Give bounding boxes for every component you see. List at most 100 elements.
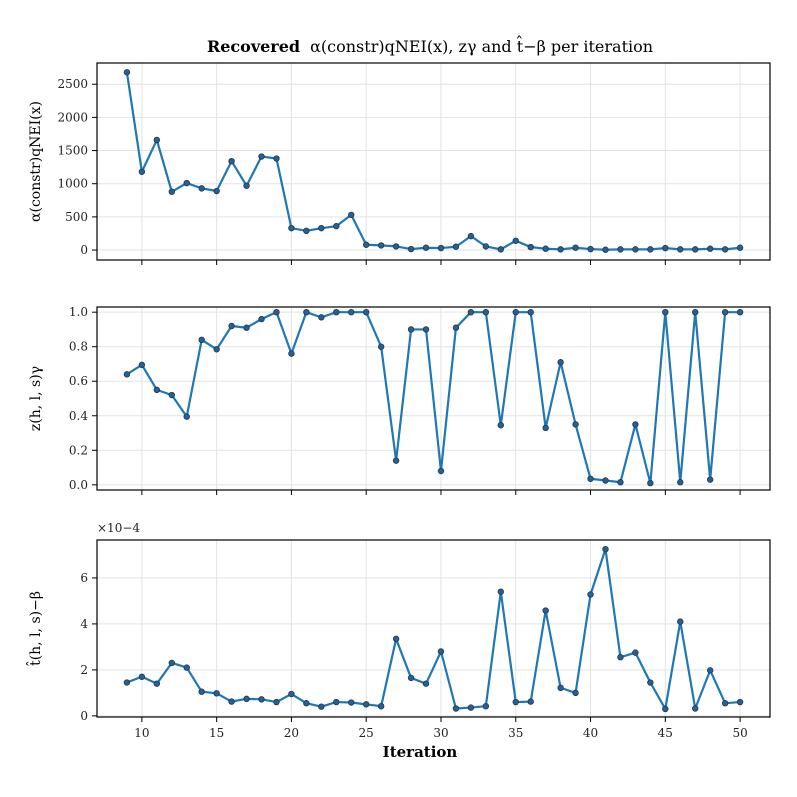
- y-axis-label: α(constr)qNEI(x): [28, 101, 44, 222]
- y-tick-label: 0: [80, 243, 88, 257]
- data-point: [617, 246, 624, 253]
- data-point: [692, 308, 699, 316]
- data-point: [333, 222, 340, 230]
- data-point: [437, 648, 445, 655]
- data-point: [587, 475, 594, 482]
- data-point: [123, 679, 131, 686]
- data-point: [258, 315, 265, 323]
- data-point: [318, 703, 325, 710]
- data-point: [333, 698, 340, 706]
- x-axis-label: Iteration: [383, 743, 458, 761]
- y-scale-label: ×10−4: [97, 521, 140, 535]
- data-point: [228, 157, 235, 165]
- data-point: [587, 245, 594, 253]
- x-tick-label: 25: [359, 726, 374, 740]
- y-tick-label: 2500: [57, 77, 88, 91]
- data-point: [617, 479, 624, 486]
- y-tick-label: 0.4: [69, 409, 88, 423]
- data-point: [617, 654, 624, 661]
- data-point: [557, 246, 564, 253]
- data-point: [692, 705, 699, 712]
- data-point: [377, 343, 385, 350]
- data-point: [527, 243, 534, 251]
- data-point: [228, 698, 235, 705]
- y-axis-label: z(h, l, s)γ: [28, 366, 44, 431]
- data-point: [467, 232, 475, 240]
- data-point: [736, 308, 744, 316]
- data-point: [422, 680, 430, 687]
- data-point: [168, 659, 175, 667]
- data-point: [677, 246, 684, 253]
- y-tick-label: 2: [80, 663, 88, 677]
- data-point: [138, 361, 146, 369]
- y-tick-label: 2000: [57, 110, 88, 124]
- data-point: [228, 322, 235, 330]
- data-point: [377, 702, 385, 710]
- series-line: [125, 72, 741, 251]
- data-point: [437, 467, 445, 475]
- data-point: [288, 690, 295, 698]
- data-point: [183, 664, 190, 671]
- data-point: [647, 679, 654, 686]
- data-point: [303, 700, 310, 707]
- y-tick-label: 0.6: [69, 374, 88, 388]
- data-point: [407, 326, 415, 333]
- data-point: [198, 185, 205, 192]
- y-tick-label: 0.8: [69, 340, 88, 354]
- data-point: [736, 698, 744, 706]
- data-point: [557, 359, 564, 366]
- data-point: [527, 698, 534, 705]
- x-tick-label: 30: [433, 726, 448, 740]
- data-point: [497, 588, 504, 595]
- title-bold: Recovered: [207, 37, 300, 56]
- data-point: [273, 308, 280, 316]
- data-point: [512, 698, 519, 706]
- data-point: [542, 245, 549, 252]
- series-line: [126, 548, 741, 711]
- data-point: [557, 684, 564, 692]
- data-point: [452, 705, 460, 712]
- data-point: [467, 704, 475, 711]
- panels: 05001000150020002500α(constr)qNEI(x)0.00…: [25, 62, 771, 740]
- data-point: [138, 673, 146, 680]
- y-tick-label: 0: [80, 709, 88, 723]
- x-tick-label: 45: [658, 726, 673, 740]
- data-point: [602, 477, 609, 484]
- data-point: [213, 346, 220, 353]
- data-point: [153, 680, 161, 687]
- data-point: [542, 424, 549, 432]
- data-point: [482, 702, 490, 710]
- data-point: [512, 308, 519, 316]
- data-point: [662, 308, 669, 316]
- data-point: [243, 182, 250, 189]
- data-point: [422, 326, 430, 333]
- x-tick-label: 20: [284, 726, 299, 740]
- panel-1: 0 500 1000 1500 2000 2500 α(constr)qNEI(x): [28, 62, 771, 265]
- data-point: [437, 244, 445, 252]
- data-point: [348, 699, 355, 706]
- data-point: [303, 227, 310, 235]
- data-point: [363, 241, 370, 248]
- data-point: [647, 479, 654, 487]
- y-tick-label: 4: [80, 617, 88, 631]
- data-point: [662, 244, 669, 252]
- data-point: [123, 371, 131, 378]
- data-point: [363, 701, 370, 708]
- data-point: [632, 246, 639, 253]
- data-point: [288, 224, 295, 232]
- x-tick-label: 10: [134, 726, 149, 740]
- data-point: [632, 421, 639, 428]
- data-point: [602, 246, 609, 253]
- data-point: [452, 324, 460, 331]
- data-point: [527, 308, 534, 316]
- data-point: [153, 136, 161, 144]
- data-point: [213, 690, 220, 697]
- data-point: [168, 188, 175, 195]
- data-point: [213, 187, 220, 195]
- data-point: [348, 211, 355, 219]
- data-point: [348, 308, 355, 316]
- data-point: [273, 155, 280, 162]
- data-point: [497, 422, 504, 429]
- x-tick-label: 40: [583, 726, 598, 740]
